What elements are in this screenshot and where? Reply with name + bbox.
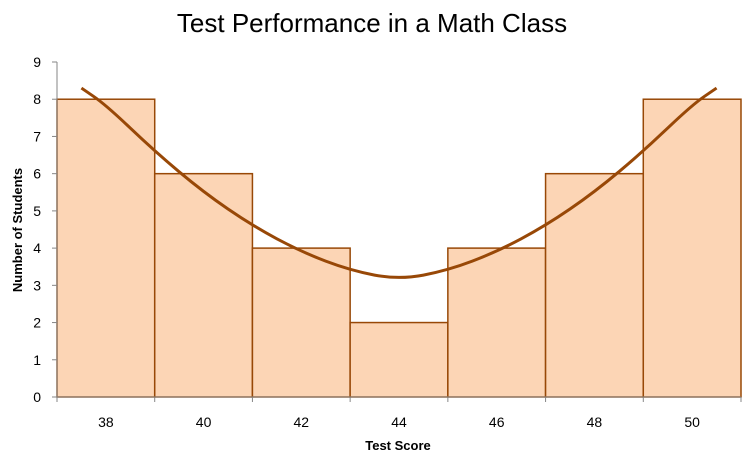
y-tick-label: 3 [33, 277, 41, 293]
x-tick-labels: 38 40 42 44 46 48 50 [98, 414, 700, 430]
bar-46 [447, 247, 547, 398]
y-tick-labels: 0 1 2 3 4 5 6 7 8 9 [33, 54, 41, 405]
x-tick-label: 50 [684, 414, 700, 430]
x-tick-label: 42 [293, 414, 309, 430]
x-tick-label: 38 [98, 414, 114, 430]
axes [52, 61, 742, 402]
trendline [80, 86, 718, 279]
y-tick-label: 0 [33, 389, 41, 405]
y-tick-label: 2 [33, 315, 41, 331]
chart-title: Test Performance in a Math Class [177, 8, 567, 38]
x-tick-label: 44 [391, 414, 407, 430]
x-tick-label: 46 [489, 414, 505, 430]
y-tick-label: 7 [33, 128, 41, 144]
x-tick-label: 40 [196, 414, 212, 430]
bar-44 [349, 321, 449, 398]
y-tick-label: 1 [33, 352, 41, 368]
bar-42 [251, 247, 351, 398]
bar-group [56, 98, 742, 398]
y-tick-label: 9 [33, 54, 41, 70]
y-tick-label: 5 [33, 203, 41, 219]
bar-40 [153, 172, 254, 398]
bar-38 [56, 98, 156, 398]
y-tick-label: 6 [33, 166, 41, 182]
bar-48 [544, 172, 645, 398]
y-axis-label: Number of Students [10, 168, 25, 292]
y-tick-label: 8 [33, 91, 41, 107]
x-axis-label: Test Score [365, 438, 431, 453]
x-tick-label: 48 [587, 414, 603, 430]
bar-50 [642, 98, 742, 398]
y-tick-label: 4 [33, 240, 41, 256]
